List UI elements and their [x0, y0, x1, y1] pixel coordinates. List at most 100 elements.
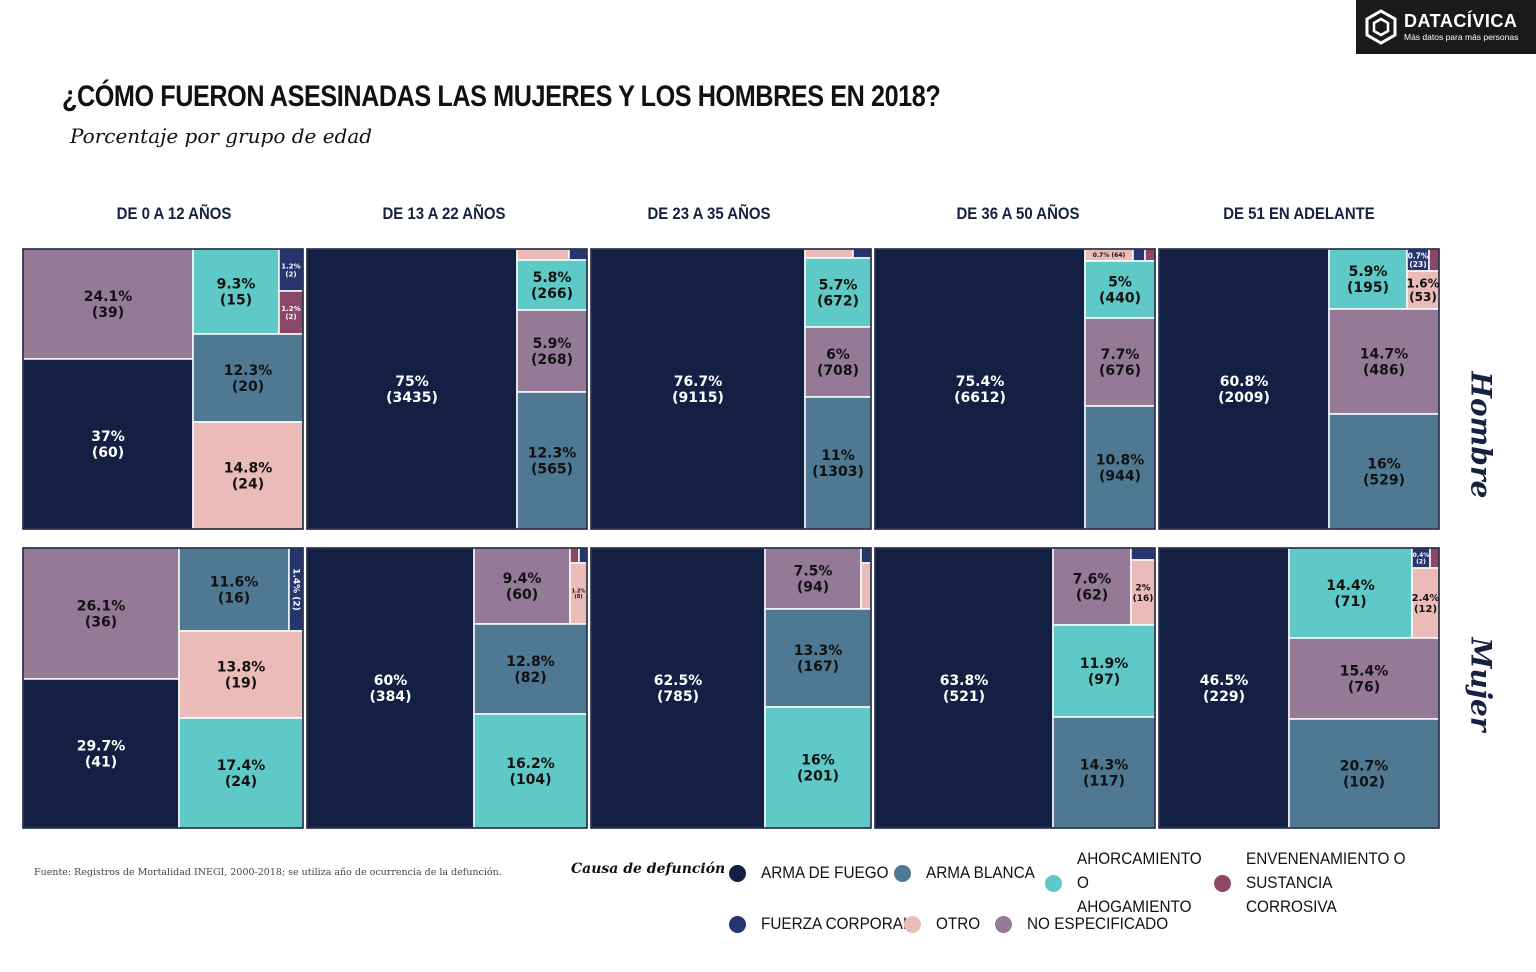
treemap-cell: [473, 713, 588, 829]
treemap-cell: [1328, 413, 1440, 530]
legend-label: OTRO: [936, 914, 981, 933]
panel-border: [590, 248, 872, 530]
cell-data-label: 0.7% (23): [1408, 252, 1429, 269]
cell-data-label: 14.7% (486): [1360, 347, 1409, 379]
treemap-cell: [1130, 547, 1156, 561]
cell-data-label: 12.3% (565): [528, 446, 577, 478]
treemap-cell: [192, 333, 304, 423]
legend-item-arma-de-fuego: ARMA DE FUEGO: [729, 861, 903, 885]
cell-data-label: 2% (16): [1133, 584, 1154, 604]
cell-data-label: 15.4% (76): [1340, 664, 1389, 696]
cell-data-label: 60.8% (2009): [1218, 374, 1270, 406]
treemap-panel: 75.4% (6612) 0.7% (64) 5% (440) 7.7% (676) 10.8…: [874, 248, 1156, 530]
treemap-cell: [568, 248, 588, 261]
legend-label: FUERZA CORPORAL: [761, 914, 912, 933]
logo-tagline: Más datos para más personas: [1404, 32, 1519, 42]
treemap-cell: [1429, 547, 1440, 569]
treemap-cell: [764, 706, 872, 829]
treemap-panel: 46.5% (229) 14.4% (71) 0.4% (2) 2.4% (12) 15.4%(…: [1158, 547, 1440, 829]
cell-data-label: 13.8% (19): [217, 660, 266, 692]
treemap-cell: [178, 717, 304, 829]
legend-swatch-no-especificado: [995, 915, 1012, 933]
panel-border: [306, 248, 588, 530]
legend-label: ENVENENAMIENTO O SUSTANCIA CORROSIVA: [1246, 849, 1406, 916]
treemap-cell: [1052, 624, 1156, 718]
cell-data-label: 1.2% (2): [281, 305, 300, 321]
legend-swatch-ahorcamiento: [1045, 874, 1062, 892]
treemap-cell: [860, 547, 872, 564]
cell-data-label: 14.4% (71): [1326, 578, 1375, 610]
legend-item-arma-blanca: ARMA BLANCA: [894, 861, 1047, 885]
panel-border: [22, 547, 304, 829]
treemap-cell: [22, 547, 180, 680]
cell-data-label: 26.1% (36): [77, 599, 126, 631]
cell-data-label: 5.9% (195): [1347, 264, 1389, 296]
legend-item-ahorcamiento: AHORCAMIENTO O AHOGAMIENTO: [1045, 847, 1217, 919]
legend-label: AHORCAMIENTO O AHOGAMIENTO: [1077, 849, 1202, 916]
cell-data-label: 11% (1303): [812, 448, 864, 480]
cell-data-label: 5.7% (672): [817, 278, 859, 310]
panel-border: [874, 248, 1156, 530]
cell-data-label: 46.5% (229): [1200, 673, 1249, 705]
treemap-cell: [1084, 317, 1156, 407]
cell-data-label: 12.8% (82): [506, 654, 555, 686]
cell-data-label: 5.9% (268): [531, 336, 573, 368]
cell-data-label: 14.3% (117): [1080, 758, 1129, 790]
cell-data-label: 20.7% (102): [1340, 759, 1389, 791]
cell-data-label: 24.1% (39): [84, 289, 133, 321]
cell-data-label: 10.8% (944): [1096, 453, 1145, 485]
panel-border: [306, 547, 588, 829]
treemap-cell: [764, 608, 872, 708]
treemap-panel: 62.5% (785) 7.5% (94) 13.3% (167) 16% (201): [590, 547, 872, 829]
treemap-cell: [1288, 547, 1413, 639]
treemap-panel: 60% (384) 9.4% (60) 1.2% (8) 12.8% (82) 16.2% (10…: [306, 547, 588, 829]
panel-border: [1158, 248, 1440, 530]
source-note: Fuente: Registros de Mortalidad INEGI, 2…: [34, 867, 502, 878]
datacivica-logo: DATACÍVICA Más datos para más personas: [1356, 0, 1536, 54]
cell-data-label: 9.4% (60): [503, 571, 542, 603]
cell-data-label: 75.4% (6612): [954, 374, 1006, 406]
legend-swatch-otro: [904, 915, 921, 933]
treemap-cell: [860, 562, 872, 610]
cell-data-label: 6% (708): [817, 347, 859, 379]
treemap-cell: [306, 547, 475, 829]
treemap-cell: [764, 547, 862, 610]
treemap-panel: 24.1% (39) 37% (60) 9.3% (15) 1.2% (2) 1.2% (2) 12…: [22, 248, 304, 530]
treemap-cell: [192, 248, 280, 335]
treemap-cell: [1130, 559, 1156, 626]
cell-data-label: 7.7% (676): [1099, 347, 1141, 379]
cell-data-label: 16.2% (104): [506, 756, 555, 788]
legend-swatch-envenenamiento: [1214, 874, 1231, 892]
treemap-cell: [578, 547, 588, 564]
chart-subtitle: Porcentaje por grupo de edad: [70, 124, 373, 148]
treemap-cell: [516, 259, 588, 311]
cell-data-label: 1.4% (2): [291, 568, 301, 611]
cell-data-label: 0.7% (64): [1093, 252, 1126, 259]
cell-data-label: 12.3% (20): [224, 363, 273, 395]
panel-border: [874, 547, 1156, 829]
legend-item-otro: OTRO: [904, 912, 985, 936]
treemap-cell: [22, 358, 194, 530]
cell-data-label: 11.9% (97): [1080, 656, 1129, 688]
cell-data-label: 16% (529): [1363, 457, 1405, 489]
cell-data-label: 11.6% (16): [210, 575, 259, 607]
treemap-panel: 63.8% (521) 7.6% (62) 2% (16) 11.9% (97) 14.3% (1…: [874, 547, 1156, 829]
panel-border: [1158, 547, 1440, 829]
treemap-cell: [874, 248, 1086, 530]
treemap-panel: 60.8% (2009) 5.9% (195) 0.7% (23) 1.6% (53) 14.7…: [1158, 248, 1440, 530]
cell-data-label: 13.3% (167): [794, 643, 843, 675]
legend-label: NO ESPECIFICADO: [1027, 914, 1169, 933]
treemap-cell: [516, 248, 570, 261]
legend-swatch-arma-blanca: [894, 864, 911, 882]
treemap-cell: [1052, 716, 1156, 829]
cell-data-label: 17.4% (24): [217, 758, 266, 790]
cell-data-label: 7.6% (62): [1073, 572, 1112, 604]
treemap-cell: [516, 309, 588, 393]
treemap-cell: [569, 547, 580, 564]
legend-item-envenenamiento: ENVENENAMIENTO O SUSTANCIA CORROSIVA: [1214, 847, 1426, 919]
treemap-cell: [804, 248, 854, 259]
treemap-cell: [178, 630, 304, 719]
treemap-cell: [1144, 248, 1156, 262]
legend-label: ARMA BLANCA: [926, 863, 1035, 882]
treemap-panel: 76.7% (9115) 5.7% (672) 6% (708) 11% (1303): [590, 248, 872, 530]
